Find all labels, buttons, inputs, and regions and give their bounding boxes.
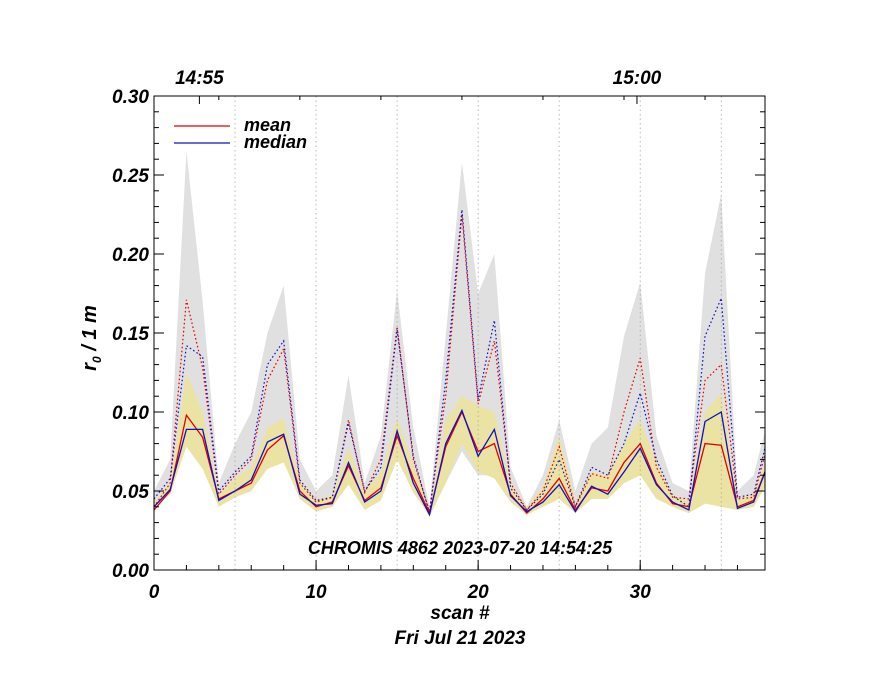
- x-axis-date-label: Fri Jul 21 2023: [395, 628, 526, 649]
- y-tick-label: 0.00: [112, 561, 149, 582]
- series-line-3: [154, 209, 765, 514]
- y-tick-label: 0.10: [112, 403, 149, 424]
- spread-bands: [154, 151, 765, 517]
- band-0: [154, 151, 765, 517]
- series-lines: [154, 209, 765, 517]
- x-tick-label: 0: [149, 582, 160, 603]
- x-tick-label: 10: [305, 582, 327, 603]
- band-1: [154, 372, 765, 517]
- top-axis-time-label: 14:55: [175, 68, 224, 89]
- y-axis-label: r0 / 1 m: [79, 305, 104, 371]
- x-tick-label: 20: [467, 582, 490, 603]
- series-line-1: [154, 408, 765, 517]
- legend-mean-label: mean: [244, 115, 291, 135]
- y-tick-label: 0.30: [112, 87, 149, 108]
- legend: mean median: [174, 115, 307, 152]
- y-tick-label: 0.15: [112, 324, 149, 345]
- axes: 0.00 0.05 0.10 0.15 0.20 0.25 0.30 0 10 20 30 14:55…: [112, 68, 766, 603]
- series-line-2: [154, 214, 765, 512]
- legend-median-label: median: [244, 132, 307, 152]
- y-tick-label: 0.25: [112, 166, 149, 187]
- x-tick-label: 30: [630, 582, 652, 603]
- x-axis-label: scan #: [430, 603, 490, 624]
- y-tick-label: 0.20: [112, 245, 149, 266]
- top-axis-time-label: 15:00: [613, 68, 662, 89]
- y-tick-label: 0.05: [112, 482, 149, 503]
- chart-title: CHROMIS 4862 2023-07-20 14:54:25: [308, 538, 613, 558]
